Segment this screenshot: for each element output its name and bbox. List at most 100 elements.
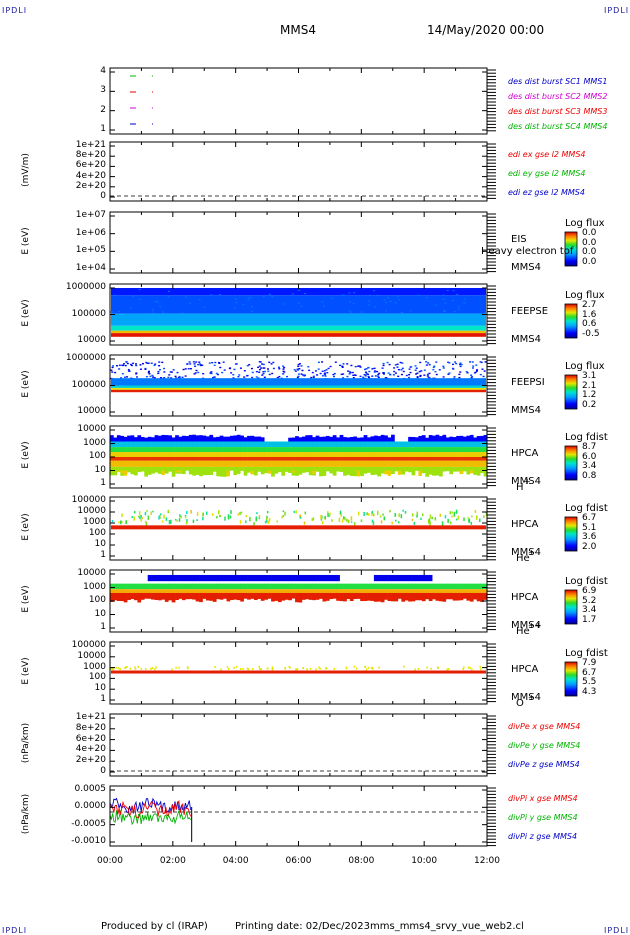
spectrogram-cell: [384, 584, 388, 590]
spectrogram-cell: [329, 467, 333, 473]
spectrogram-cell: [113, 457, 117, 461]
spectrogram-cell: [305, 447, 309, 452]
spectrogram-pixel: [179, 376, 181, 377]
spectrogram-pixel: [361, 519, 363, 522]
spectrogram-cell: [470, 461, 474, 467]
spectrogram-cell: [412, 442, 416, 448]
spectrogram-cell: [412, 461, 416, 467]
spectrogram-cell: [158, 575, 162, 581]
spectrogram-pixel: [132, 363, 134, 364]
spectrogram-cell: [196, 467, 200, 475]
spectrogram-pixel: [185, 297, 187, 298]
spectrogram-cell: [415, 575, 419, 581]
series-legend-label: edi ex gse l2 MMS4: [508, 150, 586, 159]
spectrogram-pixel: [272, 296, 274, 297]
spectrogram-pixel: [417, 512, 419, 515]
y-tick-label: 6e+20: [36, 734, 106, 744]
spectrogram-cell: [151, 467, 155, 474]
spectrogram-pixel: [152, 376, 154, 377]
spectrogram-cell: [237, 467, 241, 474]
spectrogram-pixel: [149, 376, 151, 377]
spectrogram-cell: [346, 452, 350, 457]
spectrogram-cell: [449, 442, 453, 448]
spectrogram-cell: [209, 461, 213, 467]
spectrogram-cell: [137, 467, 141, 472]
spectrogram-pixel: [409, 368, 411, 369]
spectrogram-cell: [196, 442, 200, 448]
spectrogram-cell: [151, 437, 155, 441]
spectrogram-cell: [281, 589, 285, 593]
spectrogram-cell: [326, 452, 330, 457]
spectrogram-cell: [281, 452, 285, 457]
spectrogram-pixel: [263, 373, 265, 374]
spectrogram-pixel: [125, 365, 127, 366]
spectrogram-cell: [182, 593, 186, 600]
spectrogram-cell: [460, 447, 464, 452]
spectrogram-pixel: [221, 372, 223, 373]
spectrogram-cell: [192, 461, 196, 467]
spectrogram-cell: [329, 584, 333, 590]
spectrogram-cell: [460, 471, 463, 474]
spectrogram-cell: [196, 589, 200, 593]
spectrogram-cell: [463, 447, 467, 452]
spectrogram-cell: [346, 447, 350, 452]
spectrogram-cell: [141, 447, 145, 452]
spectrogram-cell: [206, 457, 210, 461]
spectrogram-cell: [357, 457, 361, 461]
spectrogram-pixel: [342, 519, 344, 522]
spectrogram-pixel: [114, 372, 116, 373]
spectrogram-cell: [127, 584, 131, 590]
spectrogram-cell: [189, 447, 193, 452]
spectrogram-pixel: [261, 374, 263, 375]
spectrogram-cell: [117, 442, 121, 448]
y-tick-label: -0.0010: [36, 836, 106, 846]
spectrogram-cell: [240, 593, 244, 602]
spectrogram-cell: [124, 457, 128, 461]
spectrogram-cell: [394, 584, 398, 590]
spectrogram-cell: [408, 575, 412, 581]
spectrogram-cell: [292, 438, 296, 442]
spectrogram-pixel: [177, 372, 179, 373]
spectrogram-pixel: [278, 376, 280, 377]
spectrogram-cell: [381, 584, 385, 590]
spectrogram-pixel: [116, 365, 118, 366]
spectrogram-cell: [192, 442, 196, 448]
y-tick-label: 100: [36, 451, 106, 461]
spectrogram-cell: [237, 584, 241, 590]
spectrogram-pixel: [259, 666, 261, 668]
spectrogram-cell: [288, 467, 292, 473]
spectrogram-pixel: [214, 376, 216, 377]
spectrogram-cell: [333, 435, 337, 441]
spectrogram-cell: [394, 575, 398, 581]
spectrogram-pixel: [195, 370, 197, 371]
spectrogram-cell: [251, 452, 255, 457]
series-legend-label: edi ez gse l2 MMS4: [508, 188, 585, 197]
spectrogram-pixel: [197, 512, 199, 516]
spectrogram-cell: [192, 435, 196, 442]
spectrogram-cell: [185, 436, 189, 441]
spectrogram-pixel: [368, 667, 370, 669]
spectrogram-pixel: [445, 515, 447, 518]
spectrogram-cell: [141, 584, 145, 590]
spectrogram-cell: [278, 452, 282, 457]
spectrogram-cell: [319, 452, 323, 457]
spectrogram-cell: [432, 584, 436, 590]
y-axis-label: E (eV): [21, 344, 31, 424]
y-axis-label: (mV/m): [21, 130, 31, 210]
spectrogram-cell: [213, 467, 217, 472]
spectrogram-cell: [425, 575, 429, 581]
spectrogram-pixel: [157, 373, 159, 374]
spectrogram-pixel: [348, 310, 350, 311]
spectrogram-pixel: [363, 512, 365, 516]
spectrogram-cell: [261, 589, 265, 593]
spectrogram-cell: [213, 447, 217, 452]
spectrogram-cell: [299, 457, 303, 461]
spectrogram-cell: [357, 452, 361, 457]
spectrogram-pixel: [137, 666, 139, 668]
spectrogram-cell: [257, 467, 261, 472]
spectrogram-cell: [110, 435, 114, 441]
spectrogram-cell: [268, 461, 272, 467]
spectrogram-cell: [463, 593, 467, 599]
spectrogram-cell: [172, 593, 176, 602]
spectrogram-cell: [137, 435, 141, 441]
